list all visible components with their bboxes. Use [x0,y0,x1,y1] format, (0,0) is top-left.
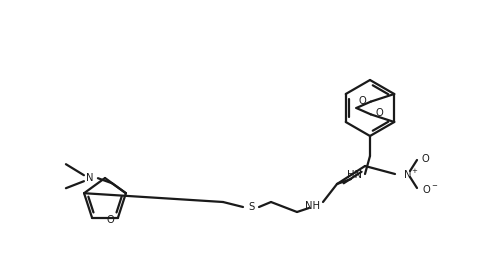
Text: O: O [106,215,114,225]
Text: N: N [86,173,94,183]
Text: N$^+$: N$^+$ [403,168,419,181]
Text: HN: HN [347,170,363,180]
Text: NH: NH [305,201,321,211]
Text: O: O [376,108,383,118]
Text: S: S [248,202,254,212]
Text: O: O [422,154,430,164]
Text: O: O [358,96,366,106]
Text: O$^-$: O$^-$ [422,183,439,195]
